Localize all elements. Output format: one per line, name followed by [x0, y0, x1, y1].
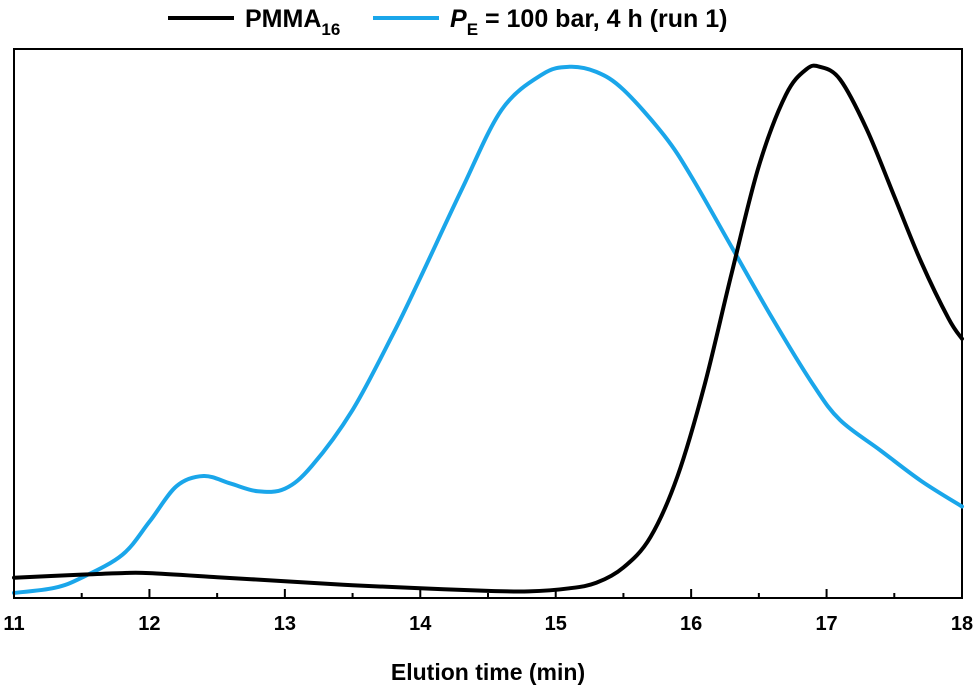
legend-label-run1: PE = 100 bar, 4 h (run 1)	[450, 5, 727, 39]
series-line-pmma	[12, 63, 964, 594]
x-axis-label: Elution time (min)	[391, 659, 585, 685]
x-tick-label: 17	[815, 613, 837, 635]
x-tick-label: 16	[680, 613, 702, 635]
x-tick-label: 15	[545, 613, 567, 635]
x-axis: 11 12 13 14 15 16 17 18	[3, 589, 973, 635]
x-tick-label: 13	[274, 613, 296, 635]
legend-label-pmma: PMMA16	[245, 5, 340, 39]
legend: PMMA16 PE = 100 bar, 4 h (run 1)	[168, 5, 727, 39]
x-tick-label: 12	[138, 613, 160, 635]
series-line-run1	[12, 64, 964, 595]
series-layer	[12, 63, 964, 595]
x-tick-label: 18	[951, 613, 973, 635]
x-tick-label: 14	[409, 613, 432, 635]
x-tick-label: 11	[3, 613, 24, 635]
